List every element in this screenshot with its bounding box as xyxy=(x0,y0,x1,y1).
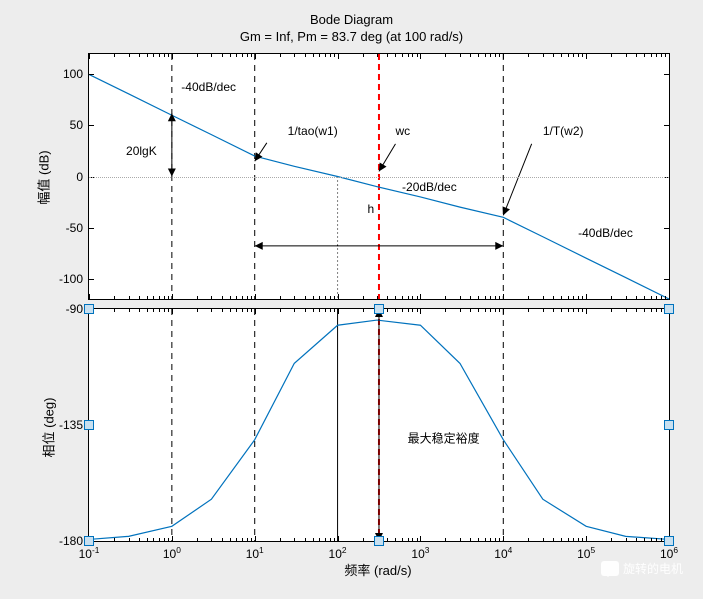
data-marker xyxy=(664,304,674,314)
y-tick-label: 0 xyxy=(76,170,83,184)
magnitude-ylabel: 幅值 (dB) xyxy=(34,150,53,204)
y-tick-label: 50 xyxy=(70,118,83,132)
data-marker xyxy=(84,536,94,546)
bode-figure: Bode Diagram Gm = Inf, Pm = 83.7 deg (at… xyxy=(8,8,695,591)
x-tick-label: 103 xyxy=(411,545,429,561)
data-marker xyxy=(664,536,674,546)
x-tick-label: 106 xyxy=(660,545,678,561)
data-marker xyxy=(374,304,384,314)
watermark-text: 旋转的电机 xyxy=(623,560,683,577)
x-tick-label: 105 xyxy=(577,545,595,561)
data-marker xyxy=(84,304,94,314)
y-tick-label: -50 xyxy=(66,221,83,235)
phase-axes: -180-135-9010-1100101102103104105106最大稳定… xyxy=(88,308,670,542)
x-tick-label: 102 xyxy=(329,545,347,561)
x-tick-label: 100 xyxy=(163,545,181,561)
title-line-1: Bode Diagram xyxy=(8,12,695,29)
x-axis-label: 频率 (rad/s) xyxy=(88,560,668,579)
y-tick-label: -100 xyxy=(59,272,83,286)
data-marker xyxy=(374,536,384,546)
x-tick-label: 101 xyxy=(246,545,264,561)
data-marker xyxy=(84,420,94,430)
x-tick-label: 104 xyxy=(494,545,512,561)
y-tick-label: -135 xyxy=(59,418,83,432)
title-line-2: Gm = Inf, Pm = 83.7 deg (at 100 rad/s) xyxy=(8,29,695,46)
magnitude-axes: -100-50050100-40dB/dec20lgK1/tao(w1)wc1/… xyxy=(88,53,670,300)
wechat-bubble-icon xyxy=(601,561,619,576)
phase-ylabel: 相位 (deg) xyxy=(38,398,57,458)
y-tick-label: 100 xyxy=(63,67,83,81)
figure-title: Bode Diagram Gm = Inf, Pm = 83.7 deg (at… xyxy=(8,12,695,46)
phase-plot xyxy=(89,309,669,541)
watermark: 旋转的电机 xyxy=(601,560,683,577)
y-tick-label: -90 xyxy=(66,302,83,316)
x-tick-label: 10-1 xyxy=(79,545,100,561)
data-marker xyxy=(664,420,674,430)
